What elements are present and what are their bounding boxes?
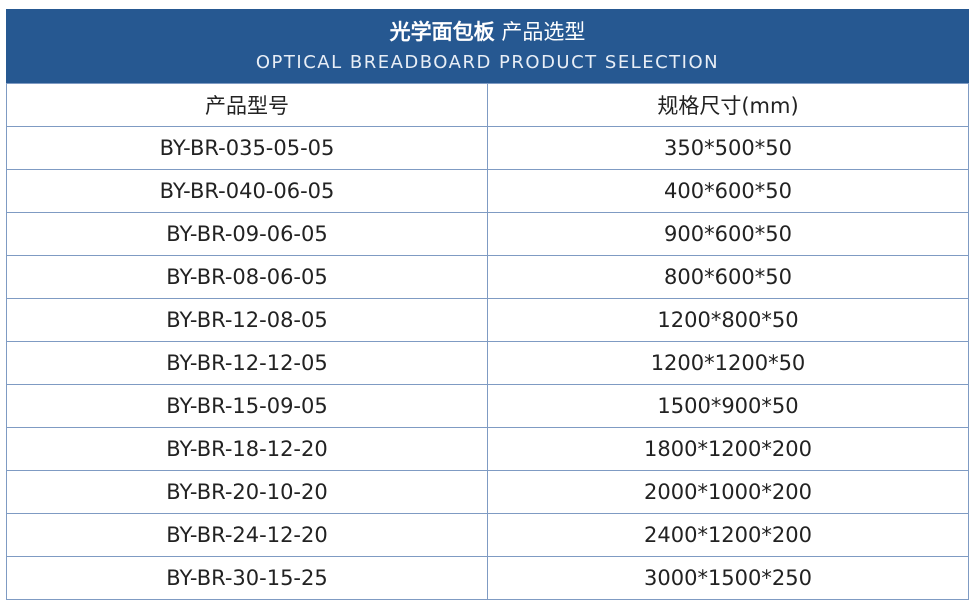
- table-row: BY-BR-08-06-05 800*600*50: [6, 255, 969, 299]
- cell-size: 900*600*50: [487, 212, 969, 256]
- header-row: 产品型号 规格尺寸(mm): [6, 83, 969, 127]
- title-rest: 产品选型: [501, 20, 586, 44]
- cell-model: BY-BR-24-12-20: [6, 513, 488, 557]
- table-row: BY-BR-20-10-20 2000*1000*200: [6, 470, 969, 514]
- cell-size: 2000*1000*200: [487, 470, 969, 514]
- cell-model: BY-BR-09-06-05: [6, 212, 488, 256]
- cell-size: 3000*1500*250: [487, 556, 969, 600]
- title-bold: 光学面包板: [389, 20, 495, 44]
- table-row: BY-BR-035-05-05 350*500*50: [6, 126, 969, 170]
- cell-model: BY-BR-18-12-20: [6, 427, 488, 471]
- table-row: BY-BR-12-12-05 1200*1200*50: [6, 341, 969, 385]
- table-row: BY-BR-040-06-05 400*600*50: [6, 169, 969, 213]
- cell-size: 1500*900*50: [487, 384, 969, 428]
- cell-size: 1800*1200*200: [487, 427, 969, 471]
- cell-size: 2400*1200*200: [487, 513, 969, 557]
- header-size: 规格尺寸(mm): [487, 83, 969, 127]
- cell-model: BY-BR-20-10-20: [6, 470, 488, 514]
- cell-size: 800*600*50: [487, 255, 969, 299]
- cell-model: BY-BR-040-06-05: [6, 169, 488, 213]
- table-row: BY-BR-12-08-05 1200*800*50: [6, 298, 969, 342]
- subtitle: OPTICAL BREADBOARD PRODUCT SELECTION: [255, 52, 720, 73]
- cell-size: 350*500*50: [487, 126, 969, 170]
- product-table: 产品型号 规格尺寸(mm) BY-BR-035-05-05 350*500*50 B…: [6, 83, 969, 600]
- table-row: BY-BR-15-09-05 1500*900*50: [6, 384, 969, 428]
- cell-size: 1200*1200*50: [487, 341, 969, 385]
- cell-model: BY-BR-12-12-05: [6, 341, 488, 385]
- title-banner: 光学面包板 产品选型 OPTICAL BREADBOARD PRODUCT SE…: [6, 9, 969, 83]
- table-row: BY-BR-18-12-20 1800*1200*200: [6, 427, 969, 471]
- cell-model: BY-BR-035-05-05: [6, 126, 488, 170]
- cell-model: BY-BR-30-15-25: [6, 556, 488, 600]
- cell-size: 400*600*50: [487, 169, 969, 213]
- title: 光学面包板 产品选型: [6, 19, 969, 45]
- table-row: BY-BR-09-06-05 900*600*50: [6, 212, 969, 256]
- cell-model: BY-BR-12-08-05: [6, 298, 488, 342]
- table-row: BY-BR-24-12-20 2400*1200*200: [6, 513, 969, 557]
- cell-size: 1200*800*50: [487, 298, 969, 342]
- cell-model: BY-BR-15-09-05: [6, 384, 488, 428]
- cell-model: BY-BR-08-06-05: [6, 255, 488, 299]
- header-model: 产品型号: [6, 83, 488, 127]
- table-row: BY-BR-30-15-25 3000*1500*250: [6, 556, 969, 600]
